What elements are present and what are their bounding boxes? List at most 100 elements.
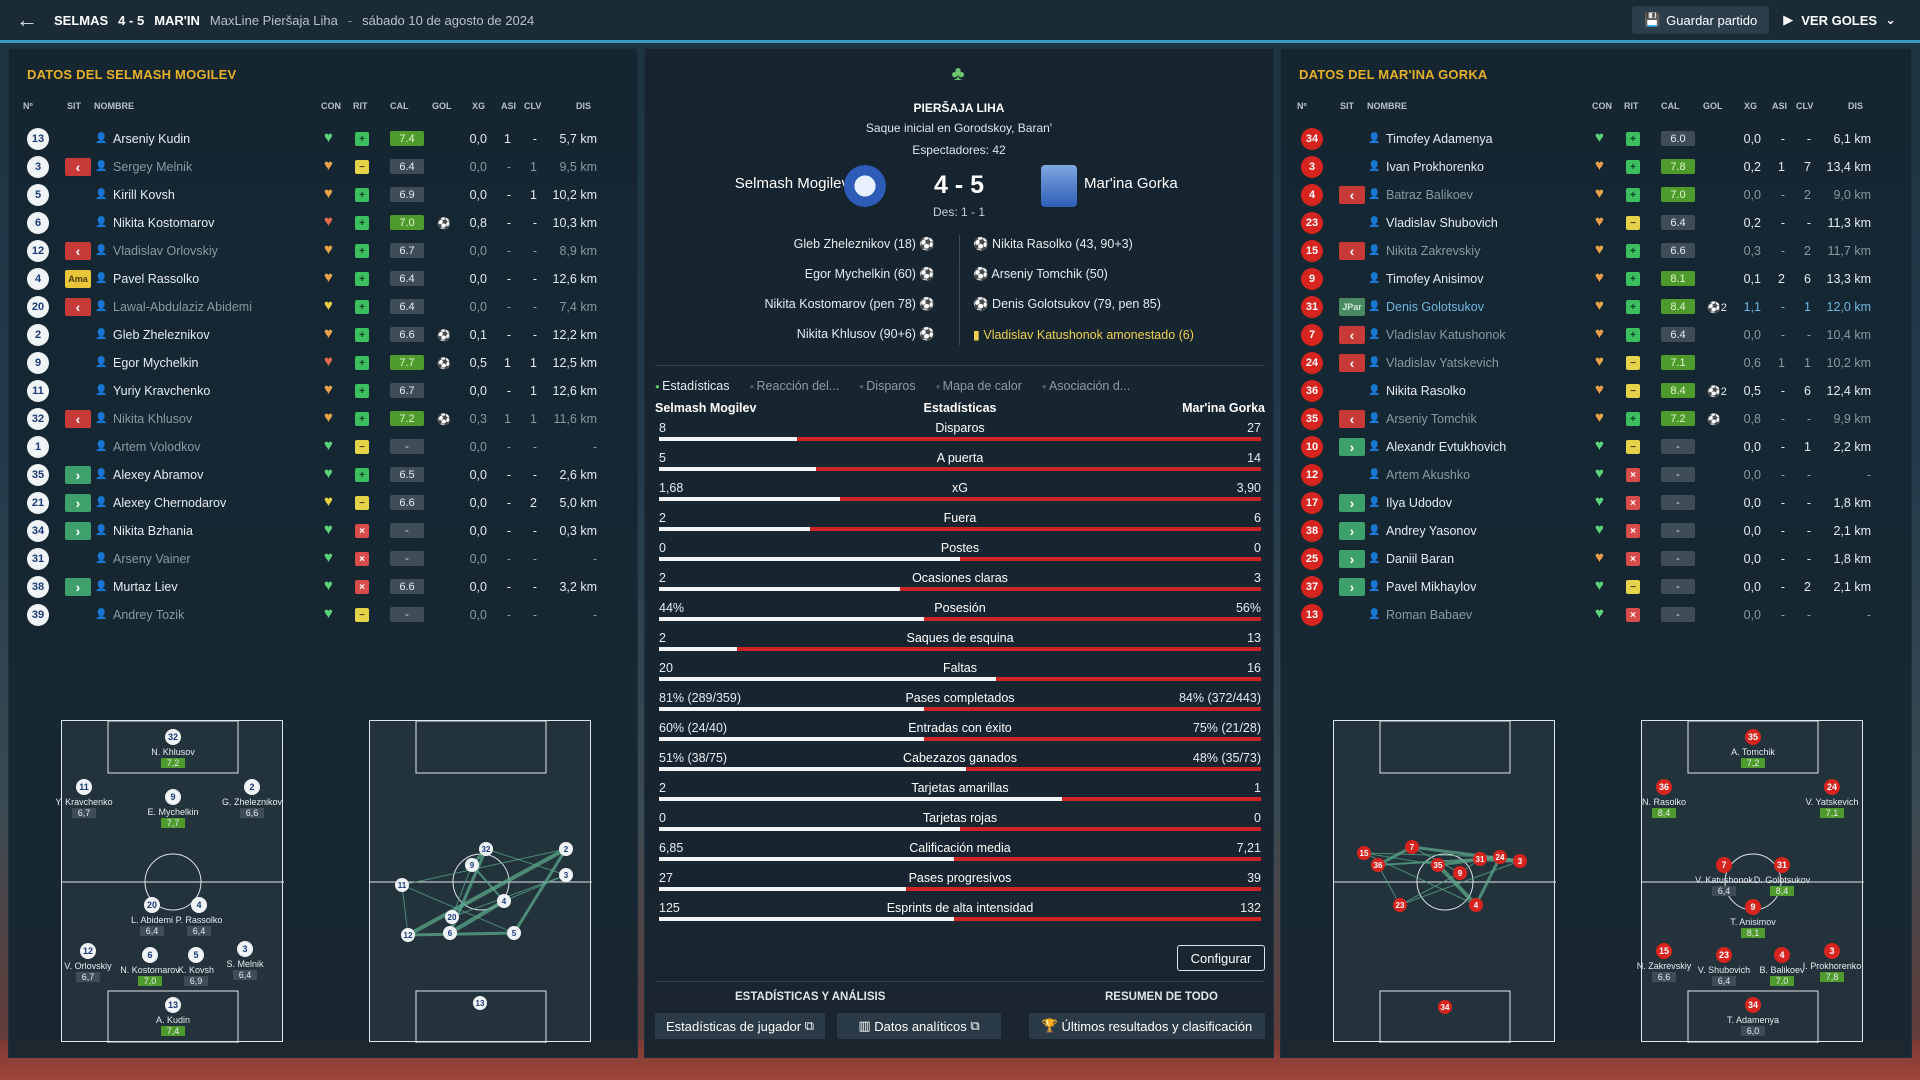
network-player-node[interactable]: 32 <box>479 842 493 856</box>
formation-player[interactable]: 23 V. Shubovich 6,4 <box>1692 947 1756 986</box>
col-name[interactable]: NOMBRE <box>1367 101 1407 111</box>
formation-player[interactable]: 6 N. Kostomarov 7,0 <box>118 947 182 986</box>
player-name[interactable]: Nikita Bzhania <box>113 524 193 538</box>
home-team-name[interactable]: Selmash Mogilev <box>734 175 849 192</box>
player-row[interactable]: 10 › 👤 Alexandr Evtukhovich ♥ − - 0,0 - 1 2,2 km <box>1281 433 1911 461</box>
away-crest-icon[interactable] <box>1041 165 1077 207</box>
formation-player[interactable]: 9 T. Anisimov 8,1 <box>1721 899 1785 938</box>
col-clv[interactable]: CLV <box>524 101 542 111</box>
player-row[interactable]: 23 👤 Vladislav Shubovich ♥ − 6.4 0,2 - - 11,3 km <box>1281 209 1911 237</box>
formation-player[interactable]: 12 V. Orlovskiy 6,7 <box>56 943 120 982</box>
player-name[interactable]: Pavel Mikhaylov <box>1386 580 1477 594</box>
network-player-node[interactable]: 20 <box>445 910 459 924</box>
stats-tab[interactable]: Asociación d... <box>1042 379 1130 393</box>
formation-player[interactable]: 24 V. Yatskevich 7,1 <box>1800 779 1864 818</box>
network-player-node[interactable]: 7 <box>1405 840 1419 854</box>
player-name[interactable]: Ilya Udodov <box>1386 496 1453 510</box>
player-row[interactable]: 34 › 👤 Nikita Bzhania ♥ × - 0,0 - - 0,3 km <box>9 517 637 545</box>
network-player-node[interactable]: 9 <box>1453 866 1467 880</box>
formation-player[interactable]: 15 N. Zakrevskiy 6,6 <box>1632 943 1696 982</box>
player-row[interactable]: 31 JPar 👤 Denis Golotsukov ♥ +8.4 ⚽2 1,1 - 1 12,0 … <box>1281 293 1911 321</box>
player-name[interactable]: Pavel Rassolko <box>113 272 200 286</box>
player-name[interactable]: Egor Mychelkin <box>113 356 199 370</box>
col-gol[interactable]: GOL <box>432 101 452 111</box>
formation-player[interactable]: 5 K. Kovsh 6,9 <box>164 947 228 986</box>
player-name[interactable]: Artem Akushko <box>1386 468 1471 482</box>
player-name[interactable]: Arseny Vainer <box>113 552 191 566</box>
stats-tab[interactable]: Reacción del... <box>749 379 840 393</box>
network-player-node[interactable]: 35 <box>1431 858 1445 872</box>
col-xg[interactable]: XG <box>472 101 486 111</box>
player-row[interactable]: 5 👤 Kirill Kovsh ♥ +6.9 0,0 - 1 10,2 km <box>9 181 637 209</box>
player-name[interactable]: Timofey Anisimov <box>1386 272 1484 286</box>
formation-player[interactable]: 31 D. Golotsukov 8,4 <box>1750 857 1814 896</box>
network-player-node[interactable]: 4 <box>497 894 511 908</box>
player-row[interactable]: 36 👤 Nikita Rasolko ♥ − 8.4 ⚽2 0,5 - 6 12,4 km <box>1281 377 1911 405</box>
player-row[interactable]: 38 › 👤 Andrey Yasonov ♥ × - 0,0 - - 2,1 km <box>1281 517 1911 545</box>
player-row[interactable]: 38 › 👤 Murtaz Liev ♥ × 6.6 0,0 - - 3,2 km <box>9 573 637 601</box>
col-con[interactable]: CON <box>321 101 341 111</box>
network-player-node[interactable]: 5 <box>507 926 521 940</box>
player-name[interactable]: Arseniy Tomchik <box>1386 412 1477 426</box>
stats-tab[interactable]: Estadísticas <box>655 379 729 393</box>
formation-player[interactable]: 3 S. Melnik 6,4 <box>213 941 277 980</box>
player-row[interactable]: 32 ‹ 👤 Nikita Khlusov ♥ +7.2 ⚽ 0,3 1 1 11,6 km <box>9 405 637 433</box>
formation-player[interactable]: 20 L. Abidemi 6,4 <box>120 897 184 936</box>
formation-player[interactable]: 4 B. Balikoev 7,0 <box>1750 947 1814 986</box>
col-rit[interactable]: RIT <box>1624 101 1639 111</box>
player-name[interactable]: Roman Babaev <box>1386 608 1473 622</box>
network-player-node[interactable]: 13 <box>473 996 487 1010</box>
player-row[interactable]: 17 › 👤 Ilya Udodov ♥ × - 0,0 - - 1,8 km <box>1281 489 1911 517</box>
col-con[interactable]: CON <box>1592 101 1612 111</box>
player-row[interactable]: 2 👤 Gleb Zheleznikov ♥ +6.6 ⚽ 0,1 - - 12,2 km <box>9 321 637 349</box>
network-player-node[interactable]: 2 <box>559 842 573 856</box>
player-row[interactable]: 4 ‹ 👤 Batraz Balikoev ♥ +7.0 0,0 - 2 9,0 km <box>1281 181 1911 209</box>
player-name[interactable]: Vladislav Katushonok <box>1386 328 1506 342</box>
player-row[interactable]: 12 👤 Artem Akushko ♥ × - 0,0 - - - <box>1281 461 1911 489</box>
network-player-node[interactable]: 15 <box>1357 846 1371 860</box>
player-row[interactable]: 20 ‹ 👤 Lawal-Abdulaziz Abidemi ♥ +6.4 0,0 - - 7,4… <box>9 293 637 321</box>
player-name[interactable]: Daniil Baran <box>1386 552 1455 566</box>
formation-player[interactable]: 35 A. Tomchik 7,2 <box>1721 729 1785 768</box>
network-player-node[interactable]: 3 <box>559 868 573 882</box>
player-name[interactable]: Ivan Prokhorenko <box>1386 160 1484 174</box>
formation-player[interactable]: 7 V. Katushonok 6,4 <box>1692 857 1756 896</box>
away-team-name[interactable]: Mar'ina Gorka <box>1084 175 1178 192</box>
formation-player[interactable]: 9 E. Mychelkin 7,7 <box>141 789 205 828</box>
player-row[interactable]: 4 Ama 👤 Pavel Rassolko ♥ +6.4 0,0 - - 12,6 km <box>9 265 637 293</box>
player-stats-button[interactable]: Estadísticas de jugador ⧉ <box>655 1013 825 1039</box>
player-name[interactable]: Kirill Kovsh <box>113 188 175 202</box>
player-row[interactable]: 1 👤 Artem Volodkov ♥ − - 0,0 - - - <box>9 433 637 461</box>
player-row[interactable]: 35 › 👤 Alexey Abramov ♥ +6.5 0,0 - - 2,6 km <box>9 461 637 489</box>
network-player-node[interactable]: 36 <box>1371 858 1385 872</box>
analytics-button[interactable]: ▥ Datos analíticos ⧉ <box>837 1013 1001 1039</box>
stats-tab[interactable]: Mapa de calor <box>936 379 1022 393</box>
player-name[interactable]: Nikita Zakrevskiy <box>1386 244 1481 258</box>
col-gol[interactable]: GOL <box>1703 101 1723 111</box>
network-player-node[interactable]: 23 <box>1393 898 1407 912</box>
player-name[interactable]: Nikita Khlusov <box>113 412 193 426</box>
configure-button[interactable]: Configurar <box>1177 945 1265 971</box>
col-xg[interactable]: XG <box>1744 101 1758 111</box>
player-name[interactable]: Gleb Zheleznikov <box>113 328 210 342</box>
col-rit[interactable]: RIT <box>353 101 368 111</box>
player-name[interactable]: Vladislav Orlovskiy <box>113 244 218 258</box>
network-player-node[interactable]: 31 <box>1473 852 1487 866</box>
player-row[interactable]: 9 👤 Timofey Anisimov ♥ +8.1 0,1 2 6 13,3 km <box>1281 265 1911 293</box>
player-row[interactable]: 13 👤 Roman Babaev ♥ × - 0,0 - - - <box>1281 601 1911 629</box>
player-name[interactable]: Timofey Adamenya <box>1386 132 1493 146</box>
player-row[interactable]: 24 ‹ 👤 Vladislav Yatskevich ♥ − 7.1 0,6 1 1 10,2 k… <box>1281 349 1911 377</box>
network-player-node[interactable]: 4 <box>1469 898 1483 912</box>
col-name[interactable]: NOMBRE <box>94 101 134 111</box>
player-row[interactable]: 11 👤 Yuriy Kravchenko ♥ +6.7 0,0 - 1 12,6 km <box>9 377 637 405</box>
stats-tab[interactable]: Disparos <box>859 379 915 393</box>
results-table-button[interactable]: 🏆 Últimos resultados y clasificación <box>1029 1013 1265 1039</box>
player-row[interactable]: 12 ‹ 👤 Vladislav Orlovskiy ♥ +6.7 0,0 - - 8,9 km <box>9 237 637 265</box>
player-row[interactable]: 3 ‹ 👤 Sergey Melnik ♥ − 6.4 0,0 - 1 9,5 km <box>9 153 637 181</box>
col-cal[interactable]: CAL <box>390 101 409 111</box>
col-dis[interactable]: DIS <box>576 101 592 111</box>
player-row[interactable]: 6 👤 Nikita Kostomarov ♥ +7.0 ⚽ 0,8 - - 10,3 km <box>9 209 637 237</box>
player-name[interactable]: Artem Volodkov <box>113 440 201 454</box>
player-row[interactable]: 3 👤 Ivan Prokhorenko ♥ +7.8 0,2 1 7 13,4 km <box>1281 153 1911 181</box>
player-row[interactable]: 15 ‹ 👤 Nikita Zakrevskiy ♥ +6.6 0,3 - 2 11,7 km <box>1281 237 1911 265</box>
